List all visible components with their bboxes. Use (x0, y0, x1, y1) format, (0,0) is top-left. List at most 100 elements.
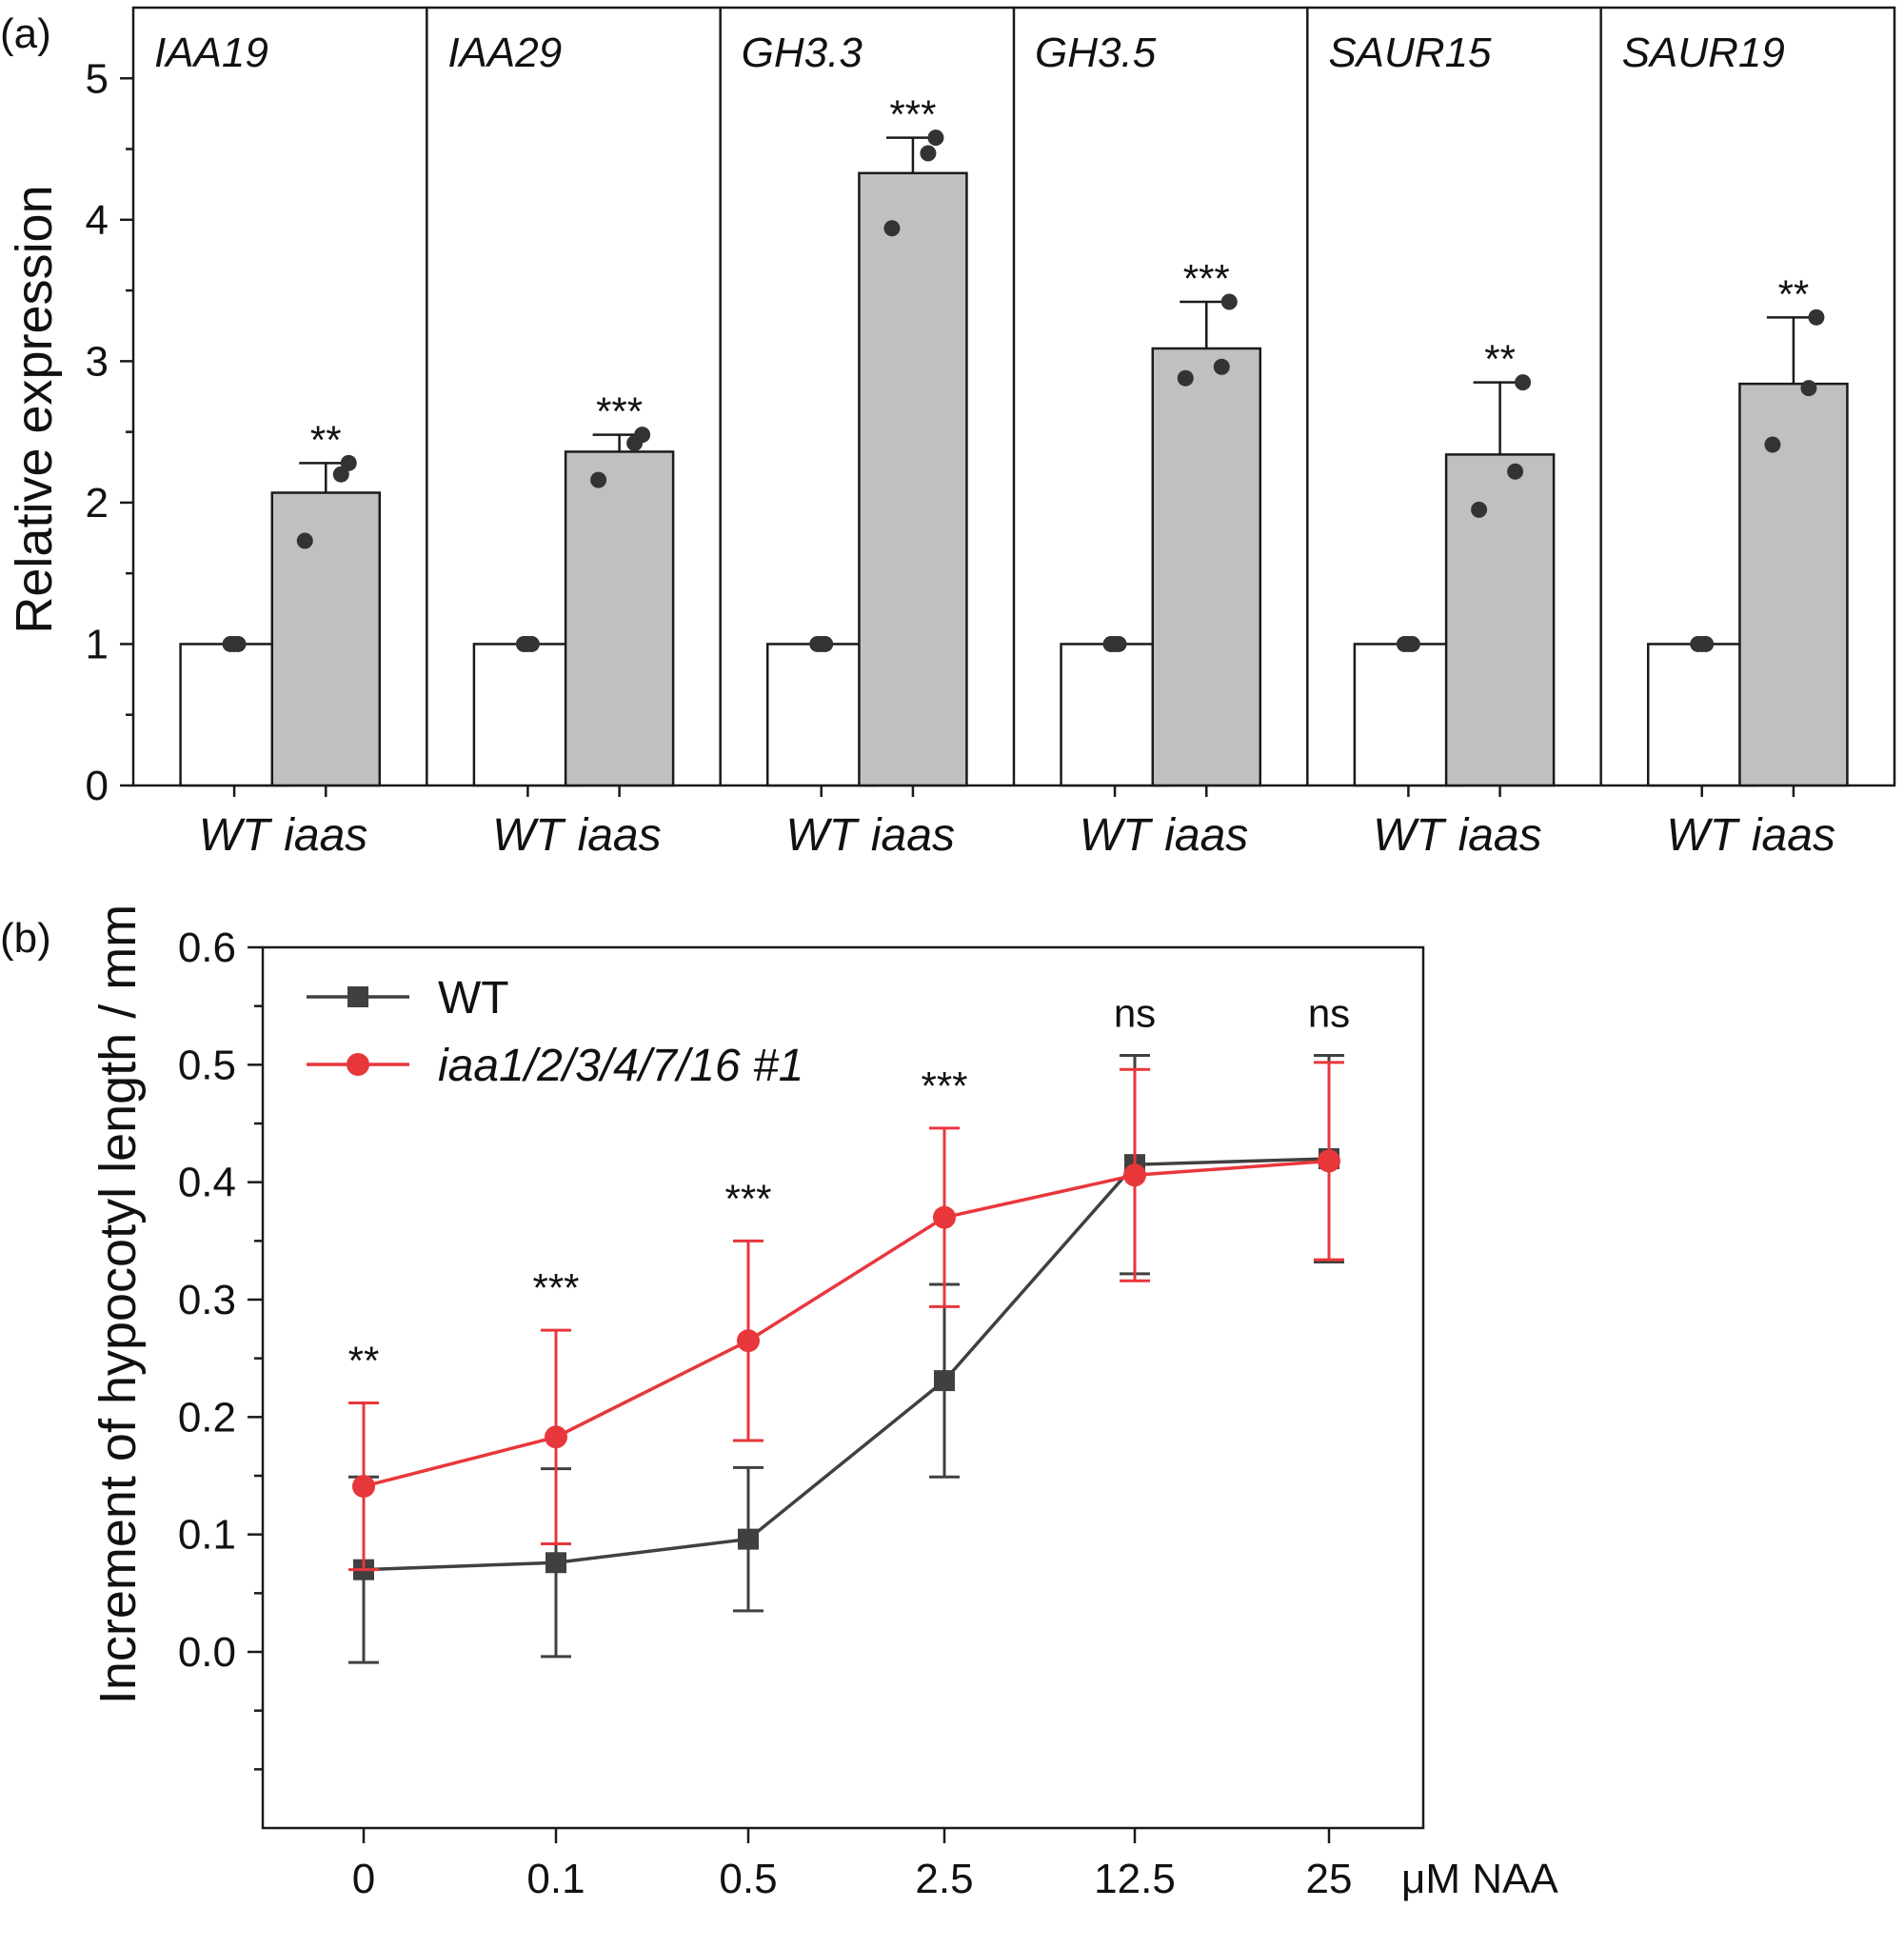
panel-a-label: (a) (0, 10, 51, 57)
bar-SAUR15-iaas (1444, 453, 1556, 787)
series-0 (348, 1053, 1344, 1664)
legend-marker (347, 986, 368, 1007)
bar-GH3.3-iaas (858, 171, 968, 787)
legend-marker (347, 1053, 369, 1076)
significance-marker: *** (889, 92, 936, 137)
data-point (634, 427, 651, 444)
data-point (1764, 436, 1781, 453)
legend-label: WT (438, 973, 509, 1024)
significance-marker: *** (724, 1176, 771, 1221)
legend: WT iaa1/2/3/4/7/16 #1 (307, 973, 803, 1091)
x-label-iaas: iaas (871, 810, 955, 861)
significance-marker: ** (1484, 337, 1516, 382)
panel-b-frame (261, 945, 1425, 1830)
data-point (817, 635, 834, 652)
bar-IAA19-iaas (270, 491, 382, 787)
panel-b-y-tick-label: 0.4 (178, 1160, 236, 1206)
panel-b-x-tick-label: 12.5 (1094, 1856, 1176, 1902)
gene-label-4: SAUR15 (1328, 30, 1492, 76)
gene-label-3: GH3.5 (1035, 30, 1157, 76)
data-point (1403, 635, 1420, 652)
panel-b-x-tick-label: 0.1 (526, 1856, 585, 1902)
data-point (1697, 635, 1715, 652)
data-point (352, 1475, 375, 1499)
series-line (363, 1159, 1330, 1488)
bar-IAA29-iaas (564, 450, 675, 787)
panel-a-y-tick-label: 1 (86, 621, 109, 667)
panel-b-x-tick-label: 25 (1306, 1856, 1353, 1902)
panel-a-y-axis-title: Relative expression (6, 185, 63, 633)
bar-GH3.5-WT (1060, 643, 1170, 787)
panel-b-y-tick-label: 0.0 (178, 1629, 236, 1676)
data-point (1177, 369, 1194, 387)
data-point (737, 1329, 760, 1353)
x-label-WT: WT (785, 810, 860, 861)
x-label-iaas: iaas (1752, 810, 1835, 861)
panel-a-y-tick-label: 0 (86, 763, 109, 809)
significance-marker: ** (1778, 271, 1810, 316)
panel-b-y-tick-label: 0.3 (178, 1277, 236, 1323)
significance-marker: *** (921, 1063, 967, 1108)
significance-marker: ns (1308, 990, 1350, 1035)
significance-marker: *** (1183, 256, 1230, 301)
significance-marker: *** (532, 1265, 579, 1310)
data-point (1110, 635, 1127, 652)
data-point (738, 1528, 759, 1550)
gene-label-0: IAA19 (154, 30, 268, 76)
panel-b-x-tick-label: 2.5 (915, 1856, 973, 1902)
series-1 (348, 1061, 1344, 1572)
data-point (1515, 374, 1532, 391)
significance-marker: *** (596, 389, 643, 434)
bar-SAUR19-iaas (1738, 382, 1849, 787)
x-label-WT: WT (1373, 810, 1447, 861)
data-point (1507, 463, 1524, 480)
panel-a-y-tick-label: 5 (86, 55, 109, 102)
data-point (296, 532, 313, 549)
data-point (523, 635, 540, 652)
data-point (332, 466, 349, 483)
x-label-iaas: iaas (284, 810, 367, 861)
significance-marker: ns (1114, 990, 1156, 1035)
panel-a-y-tick-label: 2 (86, 480, 109, 527)
panel-b-x-tick-label: 0 (352, 1856, 375, 1902)
gene-label-5: SAUR19 (1622, 30, 1785, 76)
panel-b-y-axis-title: Increment of hypocotyl length / mm (89, 904, 147, 1704)
significance-marker: ** (348, 1339, 380, 1383)
series-line (363, 1157, 1330, 1572)
legend-label: iaa1/2/3/4/7/16 #1 (438, 1041, 803, 1091)
data-point (934, 1370, 955, 1392)
data-point (1220, 293, 1238, 310)
x-label-iaas: iaas (1164, 810, 1248, 861)
x-label-iaas: iaas (1458, 810, 1542, 861)
significance-marker: ** (310, 417, 342, 462)
panel-b-y-tick-label: 0.1 (178, 1512, 236, 1559)
panel-b-line-chart: (b) Increment of hypocotyl length / mm 0… (0, 904, 1558, 1902)
data-point (883, 220, 901, 237)
data-point (1318, 1149, 1340, 1173)
panel-b-y-tick-label: 0.5 (178, 1042, 236, 1088)
data-point (1471, 501, 1488, 518)
data-point (920, 145, 937, 162)
data-point (933, 1205, 956, 1229)
panel-b-y-tick-label: 0.2 (178, 1394, 236, 1441)
bar-GH3.5-iaas (1151, 347, 1262, 787)
data-point (1213, 358, 1230, 375)
data-point (590, 471, 607, 488)
panel-b-x-tick-label: 0.5 (719, 1856, 777, 1902)
data-point (545, 1552, 566, 1574)
data-point (1808, 308, 1825, 326)
data-point (927, 129, 944, 147)
data-point (229, 635, 247, 652)
x-label-WT: WT (1080, 810, 1154, 861)
x-label-WT: WT (492, 810, 566, 861)
panel-a-y-tick-label: 3 (86, 338, 109, 385)
data-point (545, 1425, 567, 1449)
x-label-WT: WT (1666, 810, 1740, 861)
x-label-WT: WT (199, 810, 273, 861)
data-point (1800, 380, 1817, 397)
panel-a-y-tick-label: 4 (86, 197, 109, 244)
data-point (1123, 1163, 1146, 1187)
bar-SAUR15-WT (1353, 643, 1464, 787)
